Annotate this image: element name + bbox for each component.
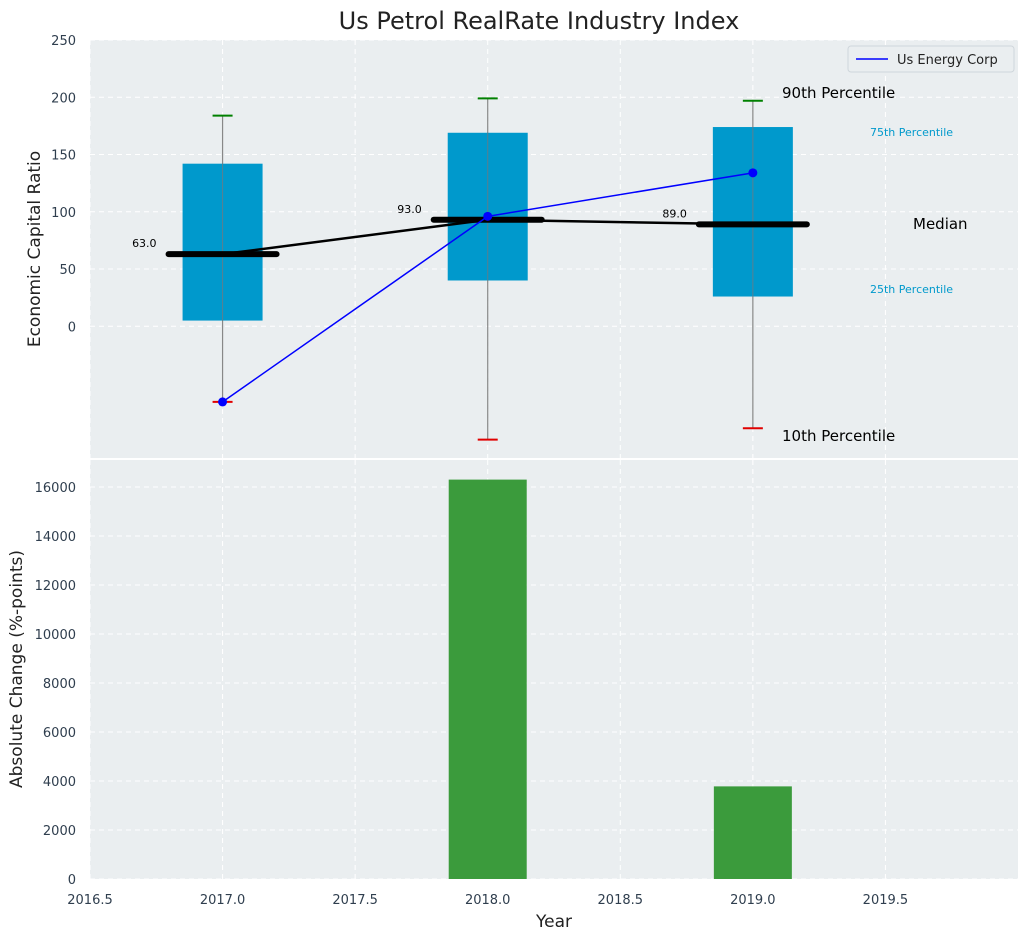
annotation-median: Median: [913, 215, 968, 233]
bottom-y-tick-label: 10000: [35, 628, 76, 643]
top-y-tick-label: 100: [51, 206, 76, 221]
x-tick-label: 2017.0: [200, 893, 246, 908]
bottom-y-tick-label: 6000: [43, 726, 76, 741]
x-ticks: 2016.5 2017.0 2017.5 2018.0 2018.5 2019.0 2019…: [67, 893, 908, 908]
bottom-y-tick-label: 2000: [43, 824, 76, 839]
bar-2019: [713, 786, 792, 879]
x-tick-label: 2019.0: [730, 893, 776, 908]
bottom-y-axis-label: Absolute Change (%-points): [7, 550, 27, 788]
bottom-y-tick-label: 14000: [35, 530, 76, 545]
median-label-2019: 89.0: [662, 207, 687, 220]
bottom-y-tick-label: 16000: [35, 481, 76, 496]
top-y-ticks: 0 50 100 150 200 250: [51, 34, 76, 335]
bars: [448, 479, 792, 879]
company-point-2017: [218, 397, 228, 407]
company-point-2018: [483, 211, 493, 221]
annotation-p90: 90th Percentile: [782, 84, 895, 102]
top-y-tick-label: 50: [59, 263, 76, 278]
company-series: [218, 168, 758, 407]
x-axis-label: Year: [535, 912, 572, 932]
bottom-y-ticks: 0 2000 4000 6000 8000 10000 12000 14000 16000: [35, 481, 76, 888]
bottom-y-tick-label: 4000: [43, 775, 76, 790]
bottom-y-tick-label: 8000: [43, 677, 76, 692]
top-y-tick-label: 0: [68, 320, 76, 335]
x-tick-label: 2019.5: [863, 893, 909, 908]
top-y-tick-label: 150: [51, 149, 76, 164]
annotation-p25: 25th Percentile: [870, 283, 953, 296]
bottom-plot-area: [90, 460, 1018, 879]
x-tick-label: 2018.5: [598, 893, 644, 908]
annotation-p75: 75th Percentile: [870, 126, 953, 139]
x-tick-label: 2017.5: [332, 893, 378, 908]
x-tick-label: 2016.5: [67, 893, 113, 908]
bar-2018: [448, 479, 527, 879]
company-point-2019: [748, 168, 758, 178]
median-label-2018: 93.0: [397, 203, 422, 216]
legend-box: [847, 45, 1015, 73]
top-y-tick-label: 250: [51, 34, 76, 49]
legend: Us Energy Corp: [847, 45, 1015, 73]
box-plots: 63.0 93.0 89.0: [132, 97, 810, 441]
top-y-tick-label: 200: [51, 91, 76, 106]
chart-title: Us Petrol RealRate Industry Index: [339, 7, 740, 35]
top-y-axis-label: Economic Capital Ratio: [25, 151, 45, 347]
annotation-p10: 10th Percentile: [782, 427, 895, 445]
x-tick-label: 2018.0: [465, 893, 511, 908]
legend-label: Us Energy Corp: [897, 53, 998, 68]
bottom-y-tick-label: 12000: [35, 579, 76, 594]
median-label-2017: 63.0: [132, 237, 157, 250]
bottom-y-tick-label: 0: [68, 873, 76, 888]
